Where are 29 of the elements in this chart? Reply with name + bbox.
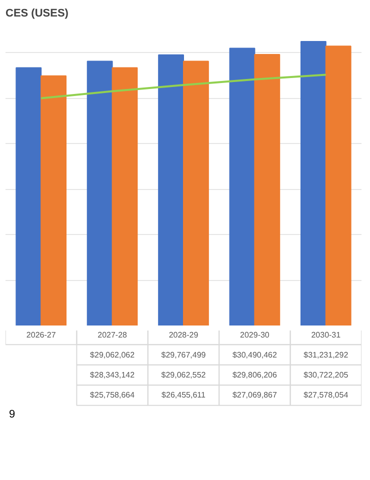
bar: [325, 46, 352, 326]
bar: [300, 41, 326, 326]
x-tick-label: 2028-29: [168, 330, 199, 340]
data-label: $26,455,611: [162, 390, 206, 400]
bar: [40, 75, 67, 326]
data-label: $29,806,206: [232, 370, 278, 380]
data-label: $25,758,664: [90, 390, 136, 400]
bar: [254, 54, 280, 326]
bar: [183, 60, 209, 326]
data-label: $29,767,499: [161, 350, 206, 360]
data-label: $30,722,205: [304, 370, 349, 380]
text: 9: [9, 408, 16, 420]
bar: [112, 67, 138, 326]
data-label: $29,062,552: [161, 370, 206, 380]
data-label: $27,578,054: [304, 390, 349, 400]
data-label: $30,490,462: [232, 350, 278, 360]
data-label: $29,062,062: [90, 350, 136, 360]
x-tick-label: 2029-30: [240, 330, 270, 340]
x-tick-label: 2026-27: [26, 330, 56, 340]
bar: [158, 54, 184, 326]
bar: [229, 48, 256, 326]
data-label: $27,069,867: [232, 390, 278, 400]
x-tick-label: 2030-31: [311, 330, 342, 340]
chart-title: CES (USES): [6, 8, 69, 20]
bar: [16, 67, 42, 326]
x-tick-label: 2027-28: [98, 330, 128, 340]
data-label: $31,231,292: [304, 350, 349, 360]
bar: [86, 60, 113, 326]
data-label: $28,343,142: [90, 370, 136, 380]
